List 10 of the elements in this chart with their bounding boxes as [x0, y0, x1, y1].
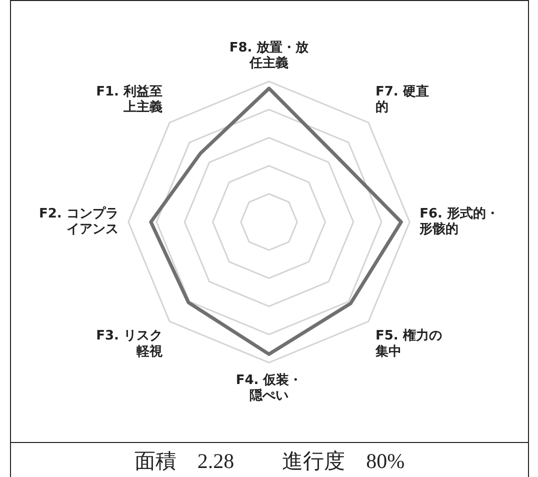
spoke-label: F1. 利益至上主義 — [96, 83, 163, 116]
text: 面積 2.28 — [134, 448, 234, 475]
spoke-label: F5. 権力の集中 — [374, 328, 442, 360]
spoke-label: F6. 形式的・形骸的 — [418, 206, 499, 238]
spoke-label: F3. リスク軽視 — [96, 328, 164, 360]
text: 進行度 80% — [282, 448, 405, 475]
spoke-label: F7. 硬直的 — [375, 84, 429, 116]
spoke-label: F4. 仮装・隠ぺい — [236, 372, 302, 404]
spoke-label: F8. 放置・放任主義 — [229, 40, 310, 71]
spoke-label: F2. コンプライアンス — [39, 206, 118, 238]
